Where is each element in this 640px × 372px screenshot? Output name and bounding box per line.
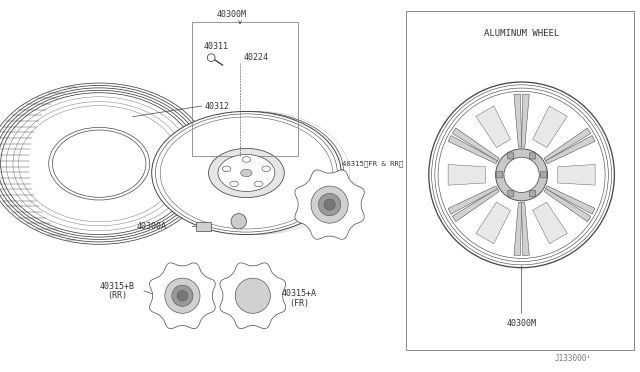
Circle shape	[311, 186, 348, 223]
FancyBboxPatch shape	[508, 190, 514, 197]
Polygon shape	[452, 189, 499, 222]
Ellipse shape	[262, 166, 271, 171]
Text: ALUMINUM WHEEL: ALUMINUM WHEEL	[484, 29, 559, 38]
Text: 40315+A: 40315+A	[282, 289, 317, 298]
Text: 40300A: 40300A	[136, 222, 166, 231]
Circle shape	[207, 54, 215, 61]
Polygon shape	[546, 186, 595, 214]
Polygon shape	[476, 106, 511, 148]
Circle shape	[231, 214, 246, 229]
Bar	[192, 22, 298, 156]
Polygon shape	[295, 170, 364, 239]
Polygon shape	[522, 202, 529, 256]
FancyBboxPatch shape	[497, 172, 503, 178]
Ellipse shape	[218, 154, 275, 192]
Circle shape	[504, 157, 540, 192]
Ellipse shape	[254, 181, 263, 187]
Polygon shape	[514, 94, 522, 147]
Polygon shape	[522, 94, 529, 147]
Text: (FR): (FR)	[289, 299, 309, 308]
Polygon shape	[546, 135, 595, 164]
Ellipse shape	[230, 181, 239, 187]
Text: (RR): (RR)	[108, 291, 127, 300]
Polygon shape	[150, 263, 215, 328]
Polygon shape	[448, 164, 485, 185]
Text: 40315（FR & RR）: 40315（FR & RR）	[342, 160, 404, 167]
Ellipse shape	[241, 169, 252, 177]
Text: 40300M: 40300M	[507, 319, 536, 328]
Ellipse shape	[242, 157, 251, 162]
Polygon shape	[448, 186, 497, 214]
FancyBboxPatch shape	[540, 172, 547, 178]
Circle shape	[165, 278, 200, 313]
Circle shape	[172, 285, 193, 306]
FancyBboxPatch shape	[508, 153, 514, 159]
Circle shape	[319, 193, 340, 216]
Circle shape	[236, 278, 271, 313]
Polygon shape	[532, 106, 567, 148]
Text: 40315+B: 40315+B	[99, 282, 134, 291]
Polygon shape	[448, 135, 497, 164]
Ellipse shape	[209, 148, 284, 198]
Ellipse shape	[152, 111, 341, 235]
Polygon shape	[544, 189, 591, 222]
Text: 40300M: 40300M	[217, 10, 246, 19]
Polygon shape	[220, 263, 285, 328]
Circle shape	[495, 149, 548, 201]
Polygon shape	[558, 164, 595, 185]
Polygon shape	[452, 128, 499, 161]
Polygon shape	[476, 202, 511, 244]
Text: J133000¹: J133000¹	[554, 355, 591, 363]
Circle shape	[324, 199, 335, 210]
Text: 40312: 40312	[205, 102, 230, 110]
Bar	[406, 11, 634, 350]
Polygon shape	[196, 222, 211, 231]
Text: 40224: 40224	[243, 53, 268, 62]
Ellipse shape	[159, 112, 344, 229]
Text: 40311: 40311	[204, 42, 228, 51]
Polygon shape	[544, 128, 591, 161]
Circle shape	[429, 82, 614, 267]
FancyBboxPatch shape	[529, 153, 536, 159]
Circle shape	[177, 291, 188, 301]
FancyBboxPatch shape	[529, 190, 536, 197]
Ellipse shape	[222, 166, 231, 171]
Polygon shape	[514, 202, 522, 256]
Polygon shape	[532, 202, 567, 244]
